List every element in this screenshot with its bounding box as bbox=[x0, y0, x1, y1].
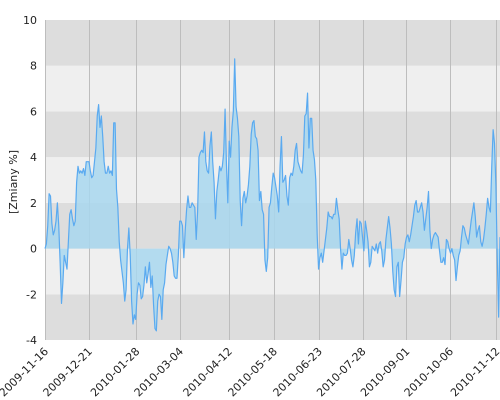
y-tick-label: 10 bbox=[23, 14, 37, 27]
y-tick-label: 0 bbox=[30, 243, 37, 256]
y-tick-label: 4 bbox=[30, 151, 37, 164]
grid-bands bbox=[45, 20, 500, 340]
y-tick-label: 6 bbox=[30, 105, 37, 118]
y-tick-label: 2 bbox=[30, 197, 37, 210]
grid-band bbox=[45, 111, 500, 158]
series-line bbox=[44, 58, 500, 332]
grid-band bbox=[45, 294, 500, 340]
y-tick-label: -4 bbox=[26, 334, 37, 347]
grid-band bbox=[45, 20, 500, 66]
vertical-grid bbox=[45, 20, 497, 340]
y-axis-label: [Zmiany %] bbox=[7, 150, 20, 214]
grid-band bbox=[45, 65, 500, 112]
series-area bbox=[44, 58, 500, 332]
y-tick-label: -2 bbox=[26, 288, 37, 301]
y-axis-ticks: -4 -2 0 2 4 6 8 10 bbox=[23, 14, 37, 347]
grid-band bbox=[45, 248, 500, 295]
series-fill bbox=[45, 58, 500, 331]
y-tick-label: 8 bbox=[30, 60, 37, 73]
x-axis-ticks: 2009-11-162009-12-212010-01-282010-03-04… bbox=[0, 345, 500, 399]
x-tick-label: 2010-11-12 bbox=[448, 345, 500, 399]
